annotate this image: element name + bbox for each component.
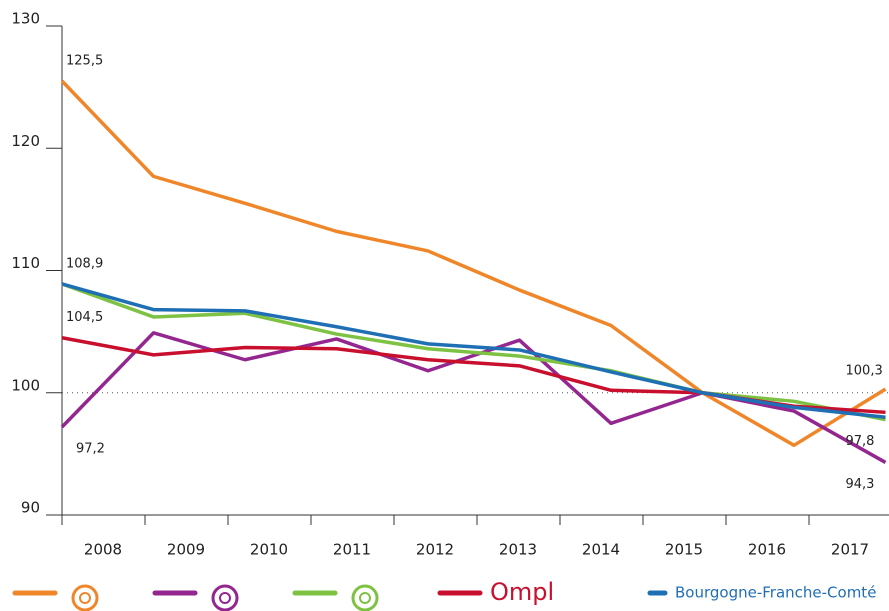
legend-icon (71, 584, 99, 611)
series-line (61, 282, 886, 422)
x-tick-label: 2016 (748, 541, 786, 559)
y-tick-label: 90 (21, 499, 40, 517)
x-tick-label: 2008 (84, 541, 122, 559)
x-tick-label: 2014 (582, 541, 620, 559)
legend-icon-inner (219, 592, 231, 604)
value-label: 125,5 (66, 54, 103, 69)
x-tick-label: 2011 (333, 541, 371, 559)
value-label: 108,9 (66, 256, 103, 271)
y-tick-label: 130 (11, 10, 40, 28)
x-tick-label: 2013 (499, 541, 537, 559)
value-label: 100,3 (846, 364, 883, 379)
value-label: 97,8 (846, 434, 875, 449)
legend-icon-inner (79, 592, 91, 604)
y-tick-label: 100 (11, 376, 40, 394)
value-label: 104,5 (66, 310, 103, 325)
value-label: 97,2 (76, 441, 105, 456)
x-tick-label: 2009 (167, 541, 205, 559)
series-line (60, 331, 887, 464)
series-line (60, 79, 887, 448)
legend-icon (351, 584, 379, 611)
x-tick-label: 2012 (416, 541, 454, 559)
y-tick-label: 110 (11, 254, 40, 272)
legend-label: Bourgogne-Franche-Comté (675, 584, 876, 602)
legend-icon-inner (359, 592, 371, 604)
legend-icon (211, 584, 239, 611)
x-tick-label: 2010 (250, 541, 288, 559)
x-tick-label: 2015 (665, 541, 703, 559)
series-line (61, 282, 886, 419)
x-tick-label: 2017 (831, 541, 869, 559)
y-tick-label: 120 (11, 132, 40, 150)
legend-label: Ompl (490, 578, 554, 606)
value-label: 94,3 (846, 477, 875, 492)
